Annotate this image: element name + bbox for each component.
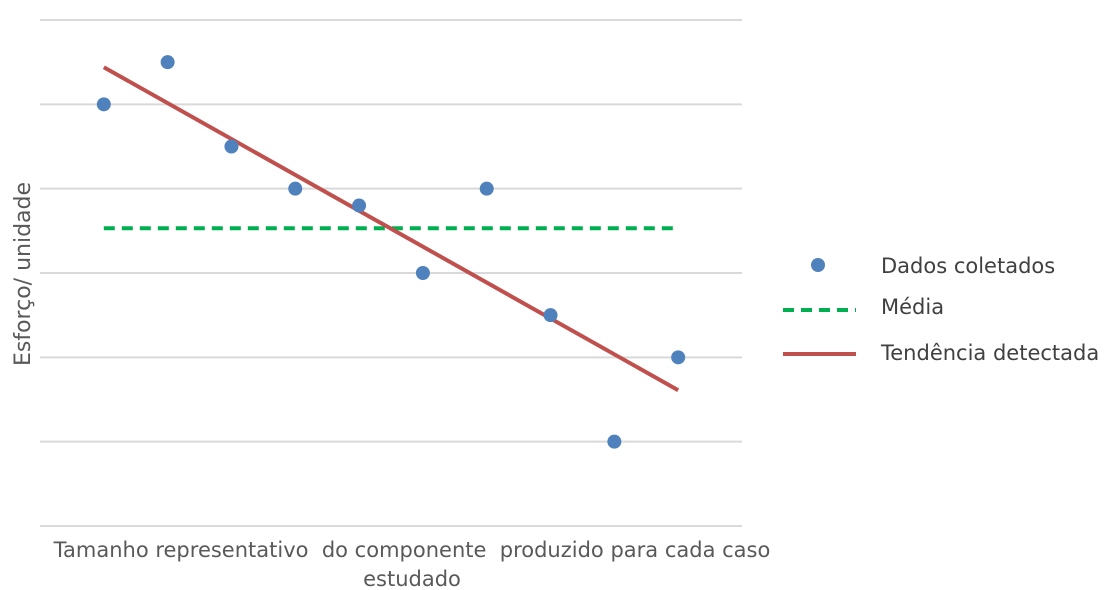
data-point-6 xyxy=(415,266,430,280)
data-point-4 xyxy=(288,181,303,196)
y-axis-label: Esforço/ unidade xyxy=(11,182,36,366)
gridlines xyxy=(40,19,742,527)
trend-line xyxy=(102,65,680,392)
data-point-10 xyxy=(671,350,686,365)
legend: Dados coletados Média Tendência detectad… xyxy=(783,254,1099,365)
data-point-2 xyxy=(160,55,175,70)
data-point-3 xyxy=(224,139,239,154)
legend-item-dados-coletados: Dados coletados xyxy=(811,254,1055,278)
data-point-7 xyxy=(479,181,494,196)
legend-label-media: Média xyxy=(881,295,944,319)
legend-label-tendencia-detectada: Tendência detectada xyxy=(880,341,1099,365)
x-axis-label-line-2: estudado xyxy=(363,567,461,590)
data-point-1 xyxy=(96,97,111,112)
legend-label-dados-coletados: Dados coletados xyxy=(881,254,1055,278)
data-point-9 xyxy=(607,434,622,449)
data-point-5 xyxy=(352,198,367,213)
legend-item-tendencia-detectada: Tendência detectada xyxy=(783,341,1099,365)
legend-marker-dados-coletados xyxy=(811,258,825,272)
data-point-8 xyxy=(543,308,558,323)
plot-area xyxy=(96,55,686,449)
x-axis-label-line-1: Tamanho representativo do componente pro… xyxy=(53,538,771,562)
legend-item-media: Média xyxy=(783,295,944,319)
